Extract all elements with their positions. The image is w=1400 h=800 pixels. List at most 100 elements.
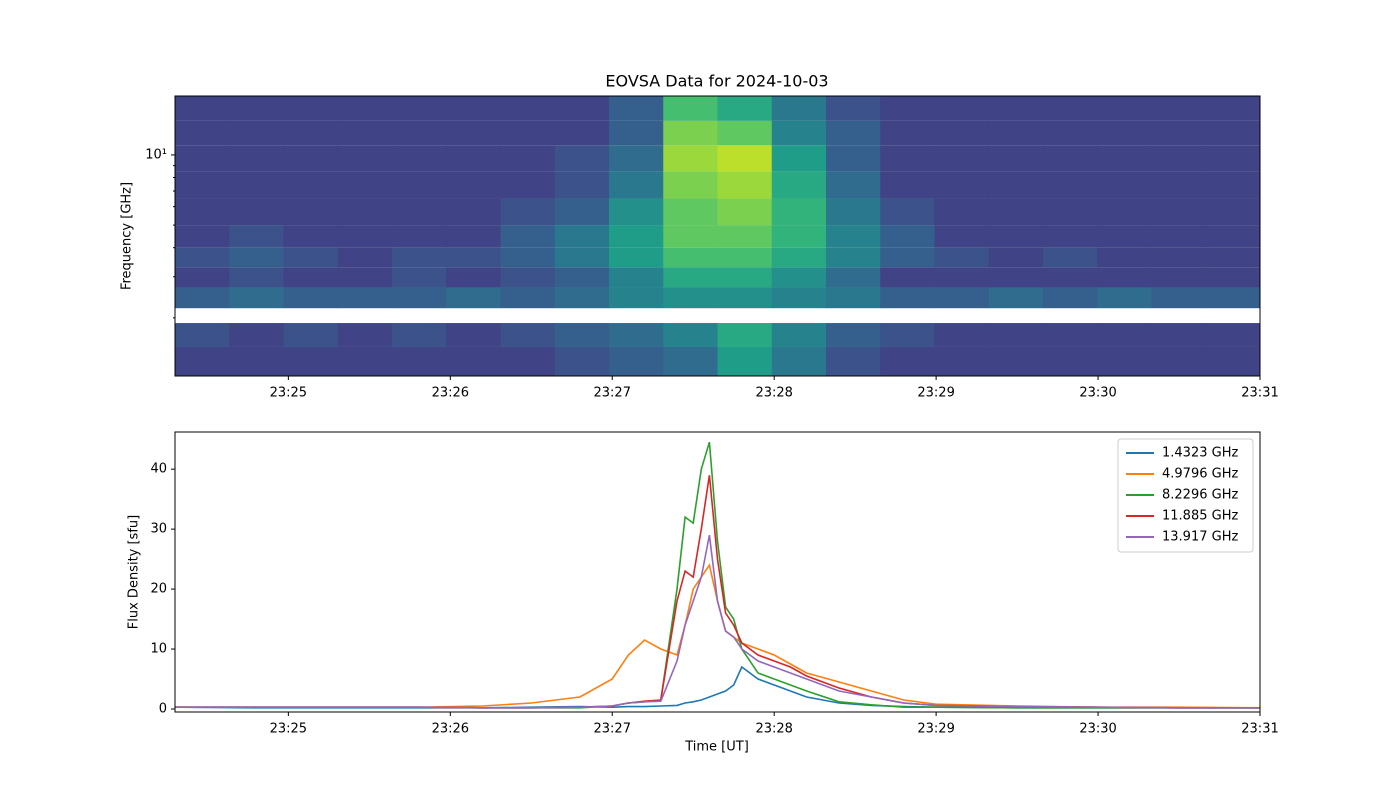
heatmap-cell [554,120,610,146]
heatmap-cell [1205,225,1261,248]
heatmap-cell [609,247,664,268]
heatmap-cell [283,198,339,226]
x-tick-label: 23:28 [755,722,792,737]
heatmap-cell [283,247,339,268]
data-line [174,665,1260,709]
y-axis-label: Frequency [GHz] [120,182,135,290]
heatmap-cell [609,198,664,226]
x-tick-label: 23:27 [594,386,631,401]
heatmap-cell [175,120,230,146]
heatmap-cell [609,171,664,199]
heatmap-cell [554,323,610,347]
heatmap-cell [934,198,990,226]
heatmap-cell [229,247,284,268]
heatmap-cell [609,287,664,309]
legend-label: 13.917 GHz [1162,530,1238,545]
heatmap-cell [392,145,447,172]
heatmap-cell [771,267,827,288]
data-line [175,563,1261,709]
heatmap-cell [337,171,393,199]
heatmap-cell [1205,96,1261,121]
heatmap-cell [609,346,664,376]
heatmap-cell [771,198,827,226]
heatmap-cell [1097,346,1152,376]
heatmap-cell [337,323,393,347]
heatmap-cell [175,247,230,268]
heatmap-cell [175,145,230,172]
heatmap-cell [446,225,501,248]
heatmap-cell [1097,96,1152,121]
heatmap-cell [392,247,447,268]
heatmap-cell [826,120,881,146]
heatmap-cell [663,96,718,121]
heatmap-cell [880,225,935,248]
heatmap-cell [554,247,610,268]
heatmap-cell [663,225,718,248]
heatmap-cell [1151,247,1207,268]
x-tick-label: 23:31 [1241,386,1278,401]
heatmap-cell [880,171,935,199]
heatmap-cell [988,96,1044,121]
heatmap-cell [392,96,447,121]
heatmap-cell [337,120,393,146]
data-line [175,534,1260,709]
heatmap-cell [826,198,881,226]
heatmap-cell [609,120,664,146]
heatmap-cell [717,225,773,248]
legend-label: 1.4323 GHz [1162,446,1238,461]
heatmap-cell [1205,267,1261,288]
heatmap-cell [337,145,393,172]
heatmap-cell [717,96,773,121]
heatmap-cell [717,247,773,268]
heatmap-cell [663,120,718,146]
heatmap-cell [717,145,773,172]
heatmap-cell [1097,247,1152,268]
heatmap-cell [500,171,556,199]
heatmap-cell [446,346,501,376]
heatmap-cell [1097,171,1152,199]
heatmap-cell [500,145,556,172]
x-tick-label: 23:25 [270,722,307,737]
heatmap-cell [663,287,718,309]
y-tick-label: 20 [150,582,167,597]
heatmap-cell [175,287,230,309]
heatmap-cell [826,247,881,268]
heatmap-cell [229,96,284,121]
heatmap-cell [1205,247,1261,268]
heatmap-cell [609,96,664,121]
heatmap-cell [988,323,1044,347]
heatmap-cell [1205,323,1261,347]
heatmap-cell [934,247,990,268]
heatmap-cell [1043,323,1098,347]
heatmap-cell [717,171,773,199]
heatmap-cell [988,287,1044,309]
legend-label: 11.885 GHz [1162,509,1238,524]
heatmap-cell [283,225,339,248]
heatmap-cell [771,171,827,199]
heatmap-cell [934,96,990,121]
heatmap-cell [392,267,447,288]
heatmap-cell [609,145,664,172]
heatmap-cell [663,323,718,347]
heatmap-cell [283,287,339,309]
heatmap-cell [392,346,447,376]
chart-title: EOVSA Data for 2024-10-03 [605,72,828,91]
heatmap-cell [1043,225,1098,248]
heatmap-cell [880,247,935,268]
y-tick-label: 10 [150,642,167,657]
heatmap-cell [337,247,393,268]
heatmap-cell [771,225,827,248]
x-tick-label: 23:28 [755,386,792,401]
heatmap-cell [392,323,447,347]
heatmap-cell [446,198,501,226]
heatmap-cell [1151,323,1207,347]
heatmap-cell [500,287,556,309]
heatmap-cell [609,267,664,288]
heatmap-cell [1151,225,1207,248]
heatmap-cell [337,96,393,121]
heatmap-cell [934,145,990,172]
heatmap-cell [988,267,1044,288]
heatmap-cell [826,323,881,347]
heatmap-cell [446,96,501,121]
